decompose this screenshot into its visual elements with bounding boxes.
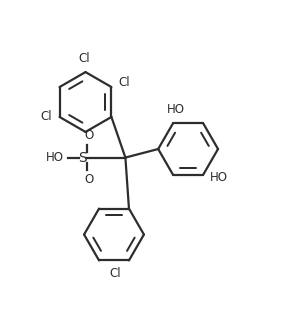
Text: O: O	[84, 129, 93, 142]
Text: Cl: Cl	[41, 110, 52, 123]
Text: HO: HO	[167, 103, 185, 116]
Text: O: O	[84, 173, 93, 186]
Text: Cl: Cl	[78, 52, 90, 65]
Text: Cl: Cl	[110, 267, 121, 280]
Text: HO: HO	[46, 151, 64, 164]
Text: Cl: Cl	[119, 76, 130, 89]
Text: HO: HO	[210, 171, 228, 184]
Text: S: S	[78, 151, 87, 165]
